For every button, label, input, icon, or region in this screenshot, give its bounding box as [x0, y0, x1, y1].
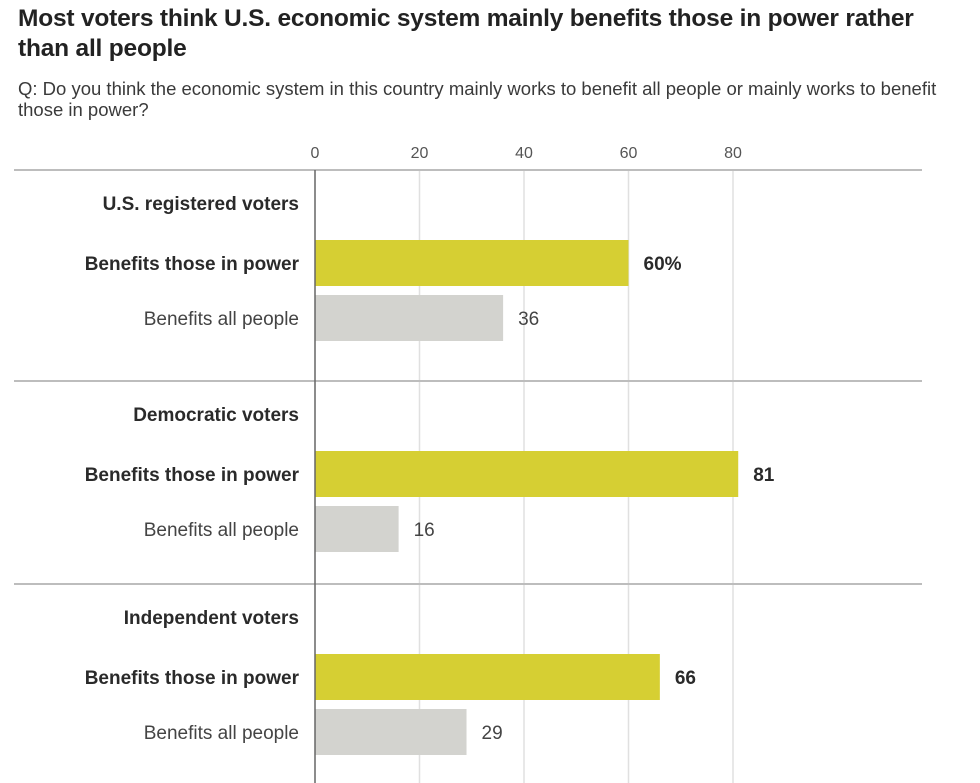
data-label: 60% — [644, 254, 682, 275]
group-label: Democratic voters — [133, 405, 299, 426]
data-label: 36 — [518, 309, 539, 330]
category-label: Benefits all people — [144, 309, 299, 330]
x-tick-label: 40 — [515, 145, 533, 162]
category-label: Benefits those in power — [85, 465, 300, 486]
category-label: Benefits those in power — [85, 668, 300, 689]
bar-benefits-those-in-power — [315, 240, 629, 286]
x-tick-label: 0 — [311, 145, 320, 162]
bars — [315, 240, 739, 755]
chart-title: Most voters think U.S. economic system m… — [18, 5, 914, 62]
bar-benefits-all-people — [315, 506, 399, 552]
bar-benefits-those-in-power — [315, 654, 660, 700]
data-label: 29 — [482, 723, 503, 744]
data-label: 81 — [753, 465, 775, 486]
bar-benefits-those-in-power — [315, 451, 739, 497]
bar-benefits-all-people — [315, 295, 504, 341]
x-tick-label: 20 — [411, 145, 429, 162]
category-label: Benefits all people — [144, 520, 299, 541]
x-tick-label: 60 — [620, 145, 638, 162]
labels: U.S. registered voters Benefits those in … — [85, 194, 775, 744]
group-separators — [14, 169, 922, 585]
x-tick-label: 80 — [724, 145, 742, 162]
group-label: Independent voters — [124, 608, 299, 629]
data-label: 16 — [414, 520, 435, 541]
category-label: Benefits those in power — [85, 254, 300, 275]
chart-subtitle: Q: Do you think the economic system in t… — [18, 78, 937, 120]
data-label: 66 — [675, 668, 696, 689]
category-label: Benefits all people — [144, 723, 299, 744]
bar-benefits-all-people — [315, 709, 467, 755]
group-label: U.S. registered voters — [103, 194, 299, 215]
x-axis-ticks: 0 20 40 60 80 — [311, 145, 742, 162]
